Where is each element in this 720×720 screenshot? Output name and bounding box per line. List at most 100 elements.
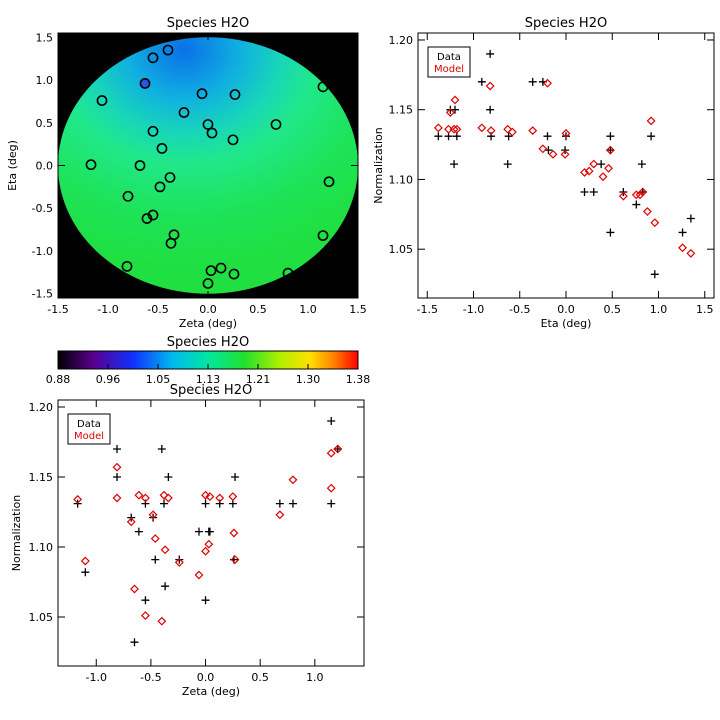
star-marker <box>206 127 218 139</box>
colorbar-tick-label: 1.13 <box>196 373 221 386</box>
model-point <box>538 144 548 154</box>
model-point <box>80 556 90 566</box>
field-disk <box>58 37 358 294</box>
y-tick-label: 0.5 <box>36 117 54 130</box>
y-tick-label: 1.15 <box>29 471 54 484</box>
model-point <box>678 243 687 253</box>
model-point <box>589 159 599 169</box>
data-point <box>589 188 598 196</box>
y-tick-label: 1.10 <box>389 173 414 186</box>
model-point <box>646 116 656 126</box>
star-marker <box>164 172 176 183</box>
colorbar-tick-label: 0.88 <box>46 373 71 386</box>
data-point <box>647 132 656 141</box>
zeta-scatter-panel: -1.0 -0.5 0.0 0.5 1.0 1.05 1.10 1.15 1.20 Species… <box>10 383 365 698</box>
star-marker <box>205 265 217 277</box>
model-point <box>548 149 558 159</box>
model-point <box>618 191 628 201</box>
data-point <box>201 596 210 605</box>
model-point <box>543 78 552 88</box>
star-marker <box>228 268 240 280</box>
plot-title: Species H2O <box>170 383 252 398</box>
x-tick-label: 0.5 <box>604 303 622 316</box>
x-tick-label: 1.5 <box>349 303 367 316</box>
model-point <box>485 81 495 91</box>
data-point <box>606 146 615 155</box>
x-tick-label: 1.0 <box>650 303 668 316</box>
model-point <box>584 166 594 176</box>
data-point <box>130 638 139 647</box>
star-marker <box>154 181 166 193</box>
legend-model-label: Model <box>74 431 104 442</box>
model-point <box>228 492 238 502</box>
data-point <box>157 445 166 453</box>
model-point <box>650 218 660 228</box>
y-axis-label: Eta (deg) <box>6 140 19 191</box>
model-point <box>580 168 589 177</box>
star-marker <box>229 89 241 100</box>
y-tick-label: 1.20 <box>29 401 54 414</box>
data-point <box>201 499 210 508</box>
model-point <box>598 172 608 182</box>
model-point <box>229 528 239 538</box>
x-tick-label: -1.0 <box>463 303 484 316</box>
colorbar-tick-label: 1.30 <box>296 373 321 386</box>
model-point <box>275 510 285 520</box>
star-marker <box>162 44 174 56</box>
model-point <box>73 494 83 504</box>
y-tick-label: -1.0 <box>32 245 53 258</box>
star-marker <box>141 213 153 224</box>
model-point <box>160 545 170 555</box>
legend-data-label: Data <box>77 419 101 430</box>
star-marker <box>134 160 146 171</box>
y-tick-label: 1.05 <box>29 611 54 624</box>
colorbar-tick-label: 1.05 <box>146 373 171 386</box>
data-point <box>113 445 122 453</box>
data-point <box>327 499 336 508</box>
model-point <box>638 187 648 197</box>
model-point <box>635 190 645 200</box>
plot-frame <box>57 399 365 667</box>
data-point <box>650 270 659 279</box>
model-point <box>148 510 158 520</box>
data-point <box>632 200 641 209</box>
data-point <box>678 228 687 237</box>
model-point <box>230 555 240 565</box>
model-point <box>605 145 615 155</box>
data-point <box>580 188 589 196</box>
star-marker <box>227 134 239 146</box>
x-tick-label: 0.0 <box>199 303 217 316</box>
model-point <box>326 483 336 493</box>
model-point <box>134 490 144 500</box>
data-point <box>450 160 459 169</box>
data-point <box>134 527 143 536</box>
model-point <box>130 584 139 594</box>
model-point <box>604 163 613 173</box>
data-point <box>686 214 695 223</box>
model-point <box>204 539 214 549</box>
legend-data-label: Data <box>437 52 461 63</box>
model-point <box>194 570 204 580</box>
model-point <box>631 190 641 200</box>
data-point <box>503 160 512 169</box>
data-point <box>205 527 214 536</box>
data-point <box>160 499 169 508</box>
model-point <box>201 546 210 556</box>
x-tick-label: -0.5 <box>509 303 530 316</box>
data-point <box>194 527 203 536</box>
data-point <box>543 132 552 141</box>
x-axis-label: Zeta (deg) <box>179 317 237 330</box>
data-point <box>151 555 160 564</box>
x-tick-label: 0.0 <box>557 303 575 316</box>
legend-box <box>67 413 111 445</box>
data-point <box>333 445 342 453</box>
data-point <box>477 77 486 86</box>
data-point <box>113 473 122 481</box>
x-tick-label: -0.5 <box>140 671 161 684</box>
model-point <box>150 534 160 544</box>
eta-scatter-panel: -1.5 -1.0 -0.5 0.0 0.5 1.0 1.5 1.05 1.10 1.15 1.20… <box>372 16 715 330</box>
y-tick-label: -1.5 <box>32 288 53 301</box>
map-panel: -1.5 -1.0 -0.5 0.0 0.5 1.0 1.5 -1.5 -1.0 -0.5 0.0 0… <box>6 16 367 330</box>
model-point <box>159 490 169 500</box>
y-tick-label: 1.0 <box>36 74 54 87</box>
